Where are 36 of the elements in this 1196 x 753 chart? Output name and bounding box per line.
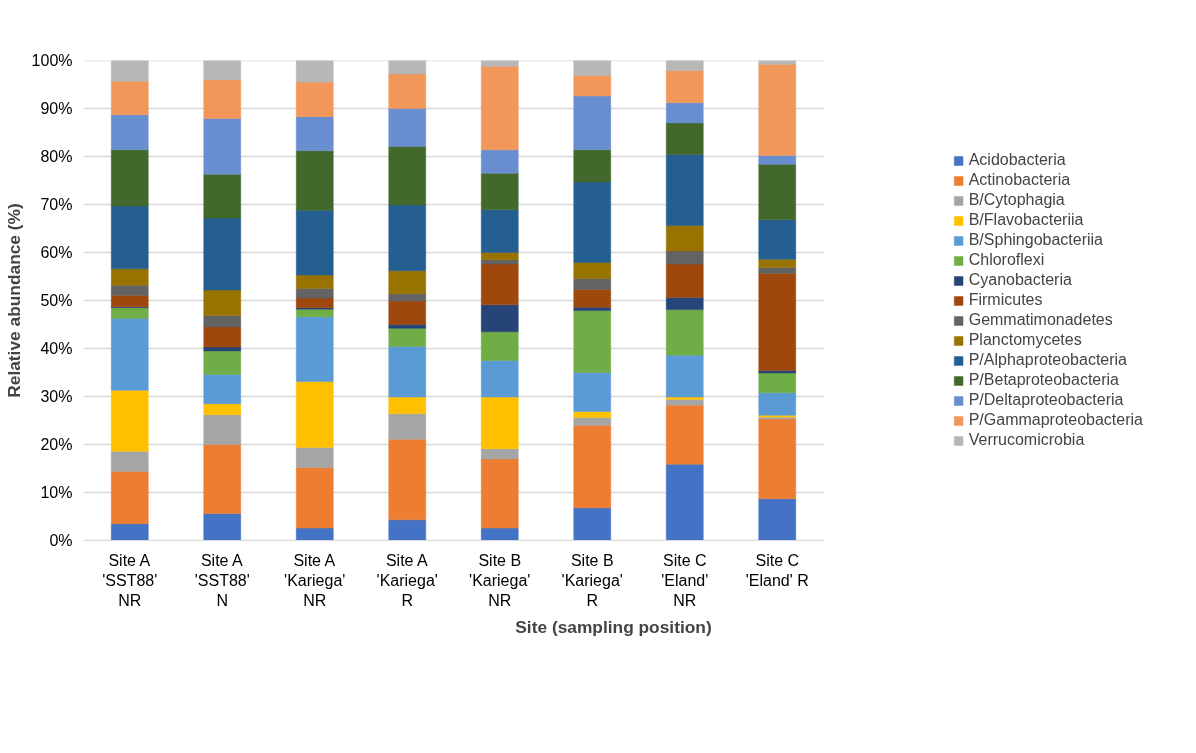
x-tick-label: Site A 'SST88' N — [194, 551, 250, 610]
y-tick-label: 60% — [40, 244, 73, 261]
legend-label: Actinobacteria — [968, 171, 1071, 189]
y-tick-label: 0% — [49, 532, 73, 549]
legend-label: Gemmatimonadetes — [968, 311, 1113, 329]
x-tick-label: Site B 'Kariega' NR — [469, 551, 531, 610]
x-tick-label: Site B 'Kariega' R — [561, 551, 623, 610]
y-tick-label: 100% — [31, 52, 73, 69]
legend-label: P/Alphaproteobacteria — [968, 351, 1128, 369]
y-tick-label: 10% — [40, 484, 73, 501]
legend-label: P/Gammaproteobacteria — [968, 411, 1143, 429]
y-tick-label: 80% — [40, 148, 73, 165]
x-tick-label: Site C 'Eland' R — [745, 551, 809, 589]
legend-label: Chloroflexi — [968, 251, 1045, 269]
legend-label: Verrucomicrobia — [968, 431, 1085, 449]
x-tick-label: Site C 'Eland' NR — [661, 551, 709, 610]
legend-label: Cyanobacteria — [968, 271, 1072, 289]
legend-label: B/Flavobacteriia — [968, 211, 1084, 229]
legend-label: Planctomycetes — [968, 331, 1082, 349]
y-axis-title: Relative abundance (%) — [3, 203, 24, 398]
y-tick-label: 50% — [40, 292, 73, 309]
y-tick-label: 30% — [40, 388, 73, 405]
legend-label: Acidobacteria — [968, 151, 1066, 169]
x-axis-title: Site (sampling position) — [515, 617, 712, 638]
x-tick-label: Site A 'Kariega' NR — [284, 551, 346, 610]
legend-label: P/Deltaproteobacteria — [968, 391, 1124, 409]
y-tick-label: 20% — [40, 436, 73, 453]
legend-label: Firmicutes — [968, 291, 1043, 309]
x-tick-label: Site A 'Kariega' R — [376, 551, 438, 610]
legend-label: B/Cytophagia — [968, 191, 1065, 209]
x-tick-label: Site A 'SST88' NR — [102, 551, 158, 610]
y-tick-label: 70% — [40, 196, 73, 213]
y-tick-label: 90% — [40, 100, 73, 117]
legend-label: B/Sphingobacteriia — [968, 231, 1103, 249]
legend-label: P/Betaproteobacteria — [968, 371, 1120, 389]
y-tick-label: 40% — [40, 340, 73, 357]
